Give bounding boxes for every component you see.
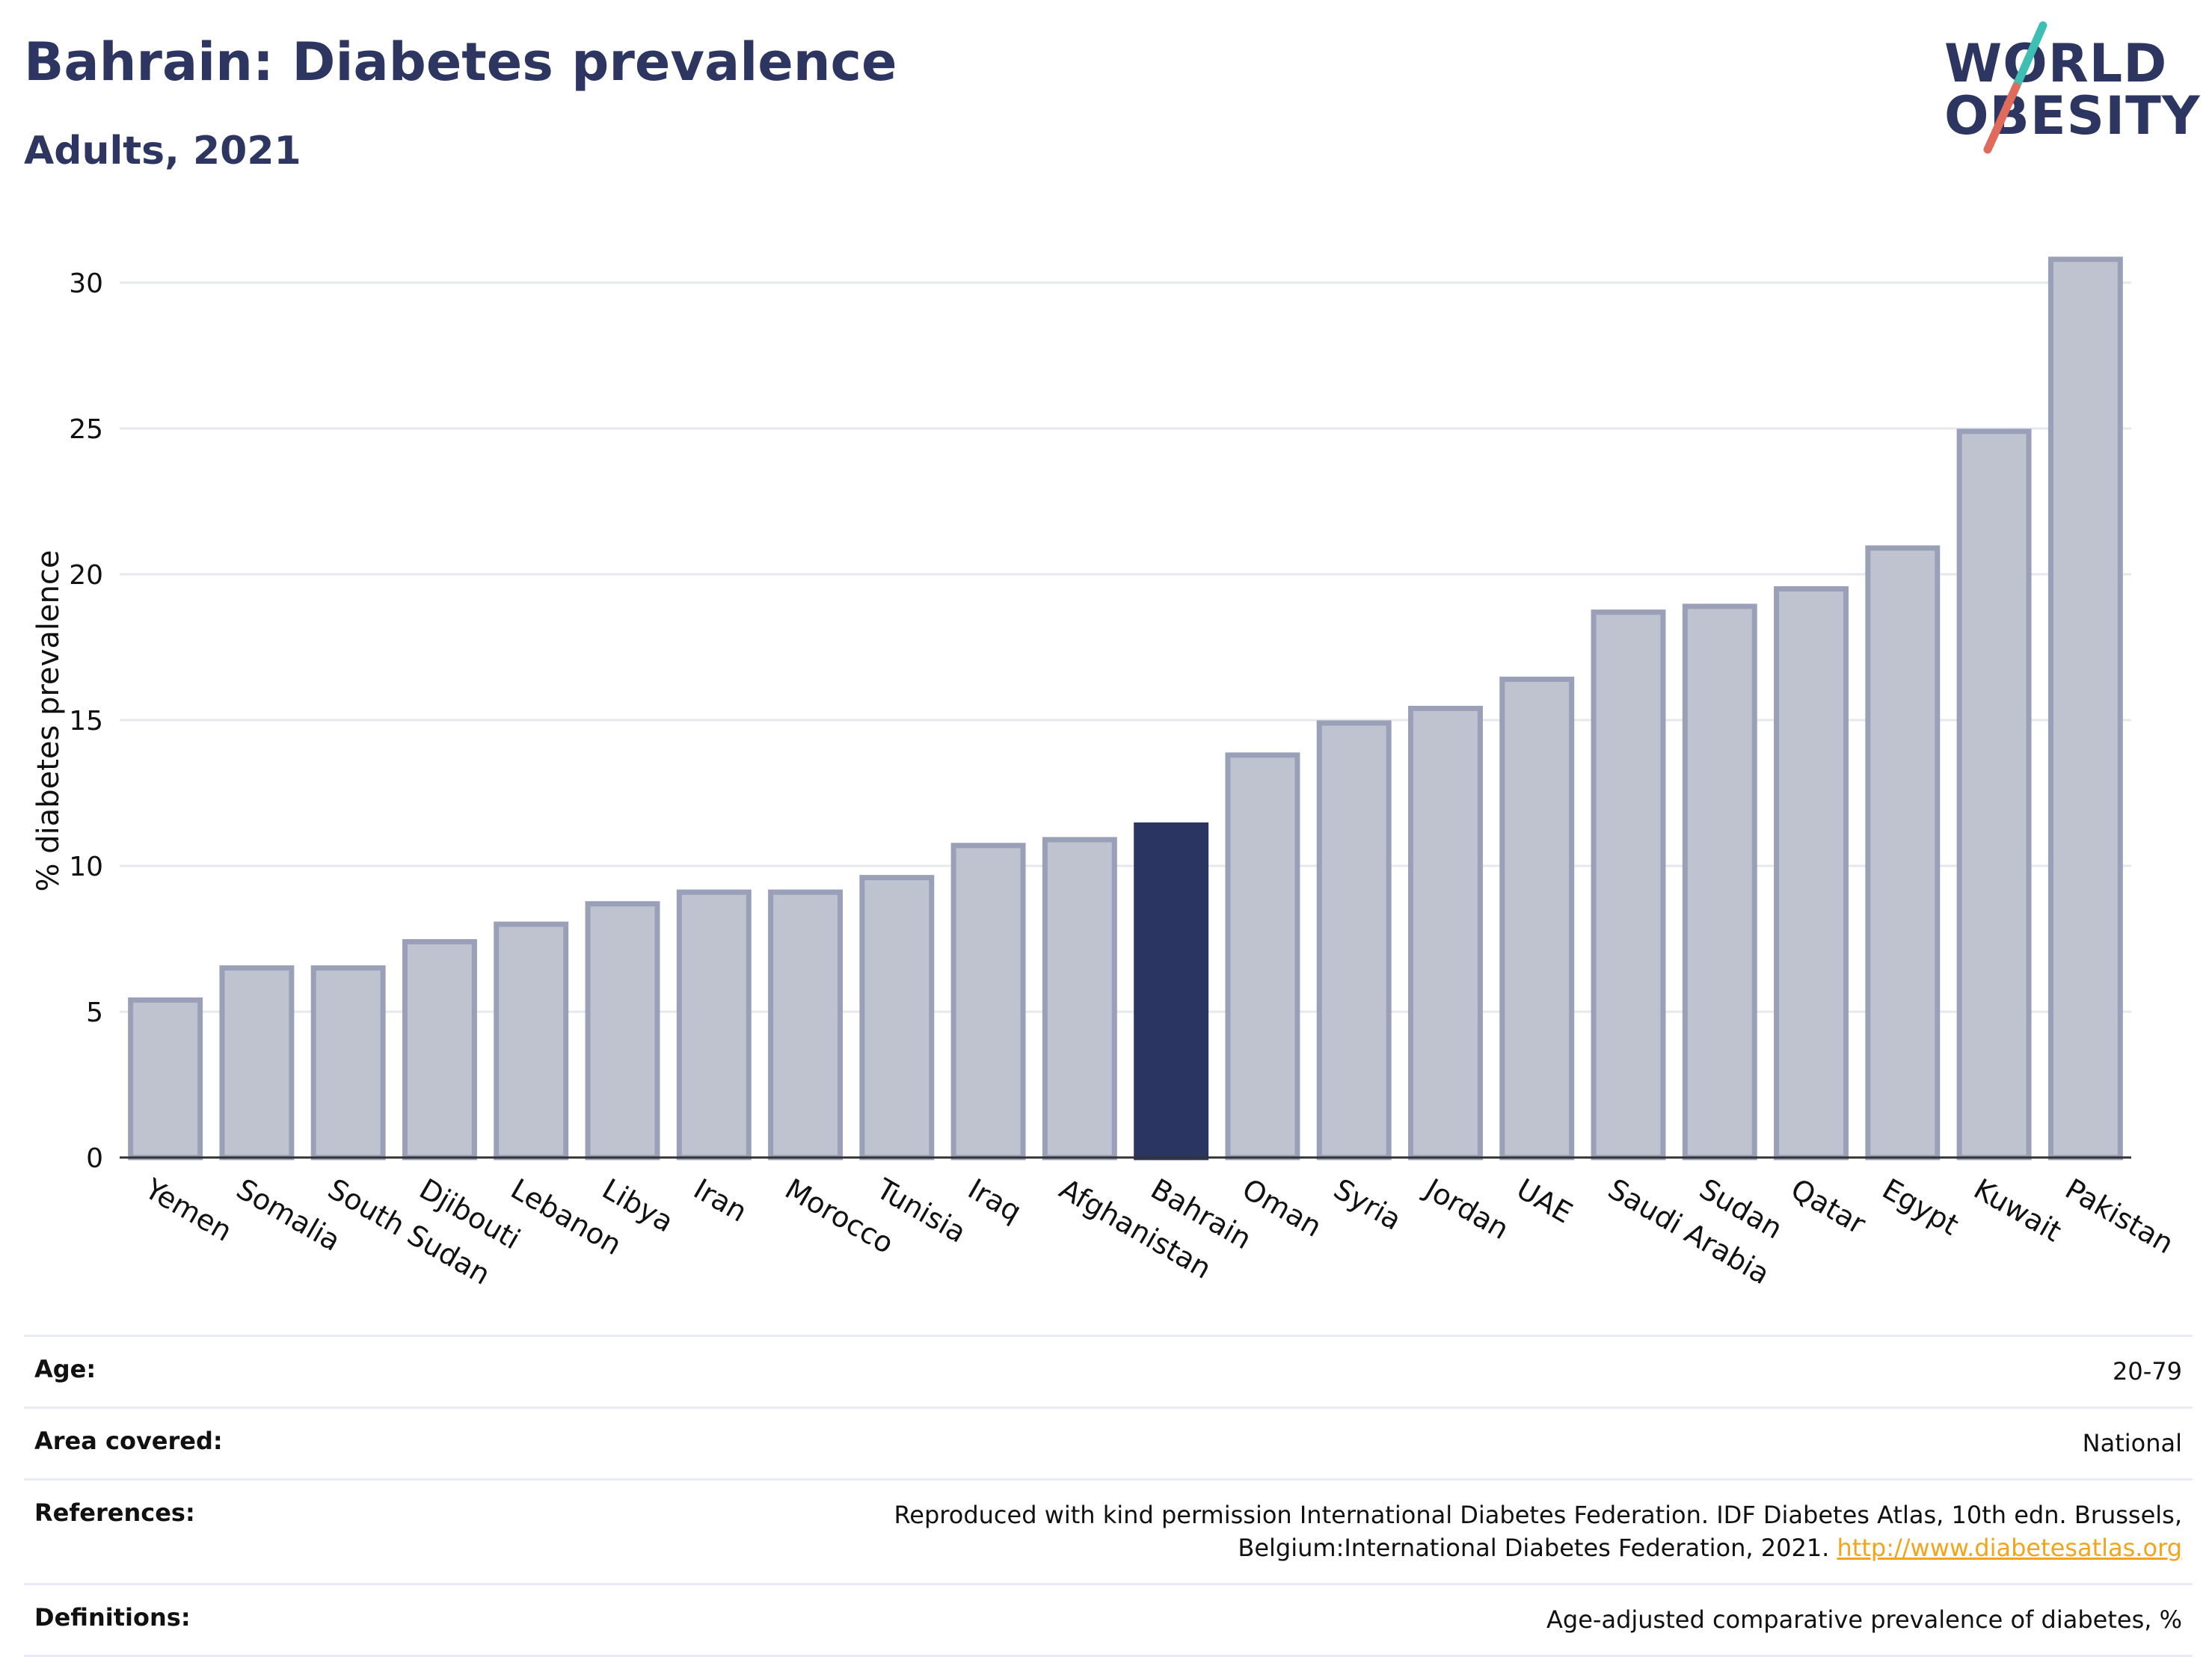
references-link[interactable]: http://www.diabetesatlas.org (1837, 1534, 2182, 1563)
bar-syria (1316, 720, 1392, 1160)
bar-yemen (128, 997, 203, 1160)
y-tick-label: 25 (69, 414, 103, 445)
bar-pakistan (2047, 256, 2123, 1160)
bar-iran (676, 889, 752, 1160)
logo-text-world: WORLD (1944, 33, 2168, 94)
x-tick-label: Iraq (962, 1172, 1027, 1229)
chart-subtitle: Adults, 2021 (24, 129, 301, 173)
logo-text-obesity: OBESITY (1944, 85, 2201, 147)
x-tick-label: Yemen (139, 1172, 238, 1248)
y-tick-label: 15 (69, 706, 103, 737)
age-label: Age: (34, 1355, 96, 1383)
y-tick-label: 5 (86, 997, 103, 1028)
x-tick-label: Pakistan (2059, 1172, 2179, 1261)
bar-iraq (950, 843, 1026, 1160)
bar-kuwait (1956, 428, 2032, 1160)
x-tick-label: Qatar (1786, 1172, 1872, 1241)
references-label: References: (34, 1498, 195, 1527)
bar-tunisia (859, 875, 935, 1160)
x-tick-label: Jordan (1419, 1172, 1514, 1246)
x-tick-label: Syria (1328, 1172, 1407, 1237)
bar-afghanistan (1042, 837, 1117, 1160)
area-value: National (2082, 1428, 2182, 1457)
bar-oman (1225, 752, 1300, 1160)
logo-slash-icon (1983, 21, 2047, 154)
references-text: Reproduced with kind permission Internat… (894, 1500, 2183, 1563)
x-tick-label: UAE (1511, 1172, 1578, 1230)
bar-bahrain (1134, 822, 1209, 1160)
bar-djibouti (402, 938, 477, 1160)
info-row-definitions: Definitions: Age-adjusted comparative pr… (24, 1583, 2193, 1657)
y-tick-label: 30 (69, 268, 103, 299)
x-tick-label: Iran (688, 1172, 752, 1229)
info-row-age: Age: 20-79 (24, 1335, 2193, 1407)
area-label: Area covered: (34, 1426, 223, 1455)
world-obesity-logo: WORLD OBESITY (1944, 21, 2201, 156)
info-row-area: Area covered: National (24, 1406, 2193, 1478)
bar-sudan (1682, 603, 1757, 1160)
bar-morocco (768, 889, 844, 1160)
bar-somalia (219, 965, 295, 1160)
bar-lebanon (494, 921, 569, 1160)
age-value: 20-79 (2113, 1357, 2182, 1386)
bar-egypt (1865, 545, 1941, 1160)
x-tick-label: Kuwait (1968, 1172, 2067, 1249)
bar-jordan (1407, 705, 1483, 1160)
y-tick-label: 20 (69, 560, 103, 591)
x-tick-label: Somalia (231, 1172, 346, 1258)
y-axis-label: % diabetes prevalence (31, 550, 66, 891)
bars (128, 256, 2123, 1160)
info-row-references: References: Reproduced with kind permiss… (24, 1478, 2193, 1584)
bar-libya (585, 901, 660, 1160)
chart-title: Bahrain: Diabetes prevalence (24, 31, 897, 93)
y-tick-label: 0 (86, 1143, 103, 1174)
y-tick-label: 10 (69, 852, 103, 882)
info-table: Age: 20-79 Area covered: National Refere… (24, 1335, 2193, 1657)
bar-saudi-arabia (1591, 609, 1666, 1160)
axes: 0 5 10 15 20 25 30 (69, 268, 2131, 1174)
definitions-value: Age-adjusted comparative prevalence of d… (1546, 1605, 2182, 1635)
definitions-label: Definitions: (34, 1603, 191, 1632)
references-value: Reproduced with kind permission Internat… (686, 1498, 2183, 1566)
bar-south-sudan (310, 965, 386, 1160)
bar-qatar (1774, 586, 1849, 1160)
x-tick-label: Egypt (1877, 1172, 1964, 1242)
bar-uae (1499, 676, 1575, 1160)
